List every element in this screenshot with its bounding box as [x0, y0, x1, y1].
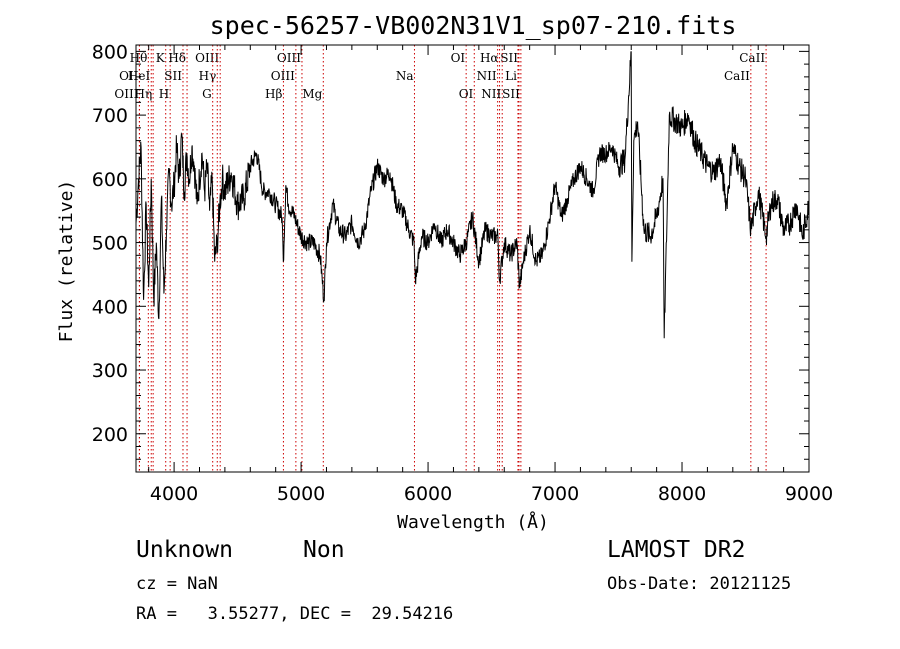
spectral-line-label: Hδ — [168, 51, 186, 65]
spectral-line-label: Hθ — [130, 51, 148, 65]
spectral-line-label: Mg — [302, 87, 322, 101]
spectral-line-label: Hβ — [265, 87, 282, 101]
object-subclass-label: Non — [303, 537, 345, 563]
x-axis-ticks: 4000 5000 6000 7000 8000 9000 — [148, 45, 833, 505]
x-tick-label: 7000 — [531, 483, 579, 505]
spectral-line-label: OI — [451, 51, 466, 65]
y-tick-label: 200 — [92, 424, 128, 446]
spectral-line-label: OIII — [271, 69, 295, 83]
y-tick-label: 400 — [92, 296, 128, 318]
spectral-line-label: Hα — [480, 51, 499, 65]
spectral-line-label: OIII — [114, 87, 138, 101]
survey-label: LAMOST DR2 — [607, 537, 746, 563]
spectrum-line — [135, 51, 810, 339]
y-tick-label: 300 — [92, 360, 128, 382]
y-axis-ticks: 200 300 400 500 600 700 800 — [92, 41, 809, 460]
spectral-line-label: NII — [481, 87, 501, 101]
spectral-line-label: OII — [119, 69, 139, 83]
redshift-label: cz = NaN — [136, 574, 218, 594]
spectral-line-label: OI — [459, 87, 474, 101]
spectral-line-label: HeI — [128, 69, 151, 83]
spectral-line-label: SII — [502, 87, 520, 101]
spectrum-series — [135, 51, 810, 339]
y-tick-label: 700 — [92, 105, 128, 127]
spectral-line-label: OIII — [277, 51, 301, 65]
coordinates-label: RA = 3.55277, DEC = 29.54216 — [136, 604, 454, 624]
y-tick-label: 800 — [92, 41, 128, 63]
spectral-line-label: OIII — [195, 51, 219, 65]
spectral-line-markers: Hθ OII OIII HeI Hη K SII H Hδ OIII Hγ G Hβ OIII OIII Mg… — [114, 45, 767, 472]
x-tick-label: 4000 — [150, 483, 198, 505]
x-axis-label: Wavelength (Å) — [397, 511, 549, 533]
x-tick-label: 5000 — [277, 483, 325, 505]
chart-title: spec-56257-VB002N31V1_sp07-210.fits — [210, 11, 737, 40]
spectral-line-label: Li — [505, 69, 517, 83]
spectral-line-label: CaII — [739, 51, 765, 65]
x-tick-label: 9000 — [785, 483, 833, 505]
spectral-line-label: CaII — [724, 69, 750, 83]
y-axis-label: Flux (relative) — [56, 180, 77, 343]
y-tick-label: 500 — [92, 233, 128, 255]
spectral-line-label: SII — [500, 51, 518, 65]
spectral-line-label: G — [202, 87, 212, 101]
spectral-line-label: NII — [477, 69, 497, 83]
spectral-line-label: Hγ — [199, 69, 217, 83]
obs-date-label: Obs-Date: 20121125 — [607, 574, 792, 594]
plot-frame — [135, 44, 810, 473]
spectral-line-label: Na — [396, 69, 414, 83]
x-tick-label: 6000 — [404, 483, 452, 505]
spectral-line-label: H — [159, 87, 169, 101]
spectral-line-label: K — [156, 51, 166, 65]
y-tick-label: 600 — [92, 169, 128, 191]
object-class-label: Unknown — [136, 537, 233, 563]
x-tick-label: 8000 — [658, 483, 706, 505]
spectral-line-label: Hη — [134, 87, 152, 101]
spectral-line-label: SII — [164, 69, 182, 83]
